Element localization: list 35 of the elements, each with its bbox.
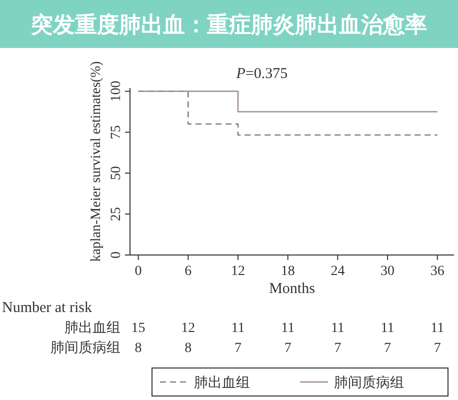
y-tick-label: 0 [109, 252, 124, 258]
text: Number at risk [2, 300, 92, 316]
legend-label: 肺出血组 [194, 375, 250, 391]
y-tick-label: 100 [109, 80, 124, 102]
x-axis-title: Months [269, 281, 316, 297]
y-tick-label: 75 [109, 125, 124, 140]
y-tick-label: 50 [109, 166, 124, 180]
legend-label: 肺间质病组 [334, 375, 404, 391]
x-tick-label: 18 [280, 264, 295, 279]
x-tick-label: 12 [231, 264, 245, 279]
y-axis-title: kaplan-Meier survival estimates(%) [89, 60, 104, 262]
text: 11 [330, 321, 344, 336]
text: 8 [134, 341, 142, 356]
text: 肺出血组 [64, 320, 120, 336]
x-tick-label: 24 [330, 264, 345, 279]
x-tick-label: 6 [184, 264, 192, 279]
text: 12 [181, 321, 196, 336]
text: 15 [131, 321, 146, 336]
text: 7 [234, 341, 242, 356]
text: 11 [231, 321, 245, 336]
text: 11 [281, 321, 295, 336]
text: P=0.375 [235, 66, 288, 82]
text: 7 [334, 341, 342, 356]
text: 7 [434, 341, 441, 356]
text: 8 [184, 341, 192, 356]
x-tick-label: 30 [380, 264, 395, 279]
text: 7 [384, 341, 392, 356]
text: 11 [430, 321, 444, 336]
y-tick-label: 25 [109, 207, 124, 222]
chart-title: 突发重度肺出血：重症肺炎肺出血治愈率 [30, 12, 427, 38]
text: 11 [380, 321, 394, 336]
text: 7 [284, 341, 292, 356]
x-tick-label: 36 [430, 264, 444, 279]
text: 肺间质病组 [50, 340, 120, 356]
x-tick-label: 0 [134, 264, 142, 279]
